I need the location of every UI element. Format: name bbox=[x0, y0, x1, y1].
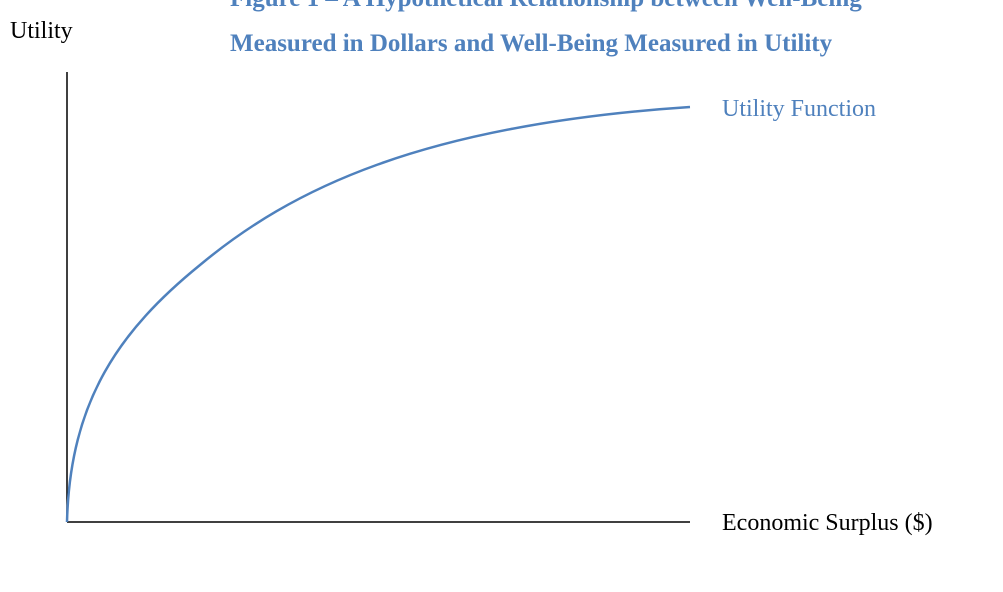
utility-curve bbox=[65, 105, 691, 523]
y-axis-label: Utility bbox=[10, 18, 73, 44]
title-line: Figure 1 – A Hypothetical Relationship b… bbox=[230, 0, 862, 12]
curve-label: Utility Function bbox=[722, 96, 876, 122]
title-line: Measured in Dollars and Well-Being Measu… bbox=[230, 30, 833, 57]
x-axis-label: Economic Surplus ($) bbox=[722, 510, 933, 536]
